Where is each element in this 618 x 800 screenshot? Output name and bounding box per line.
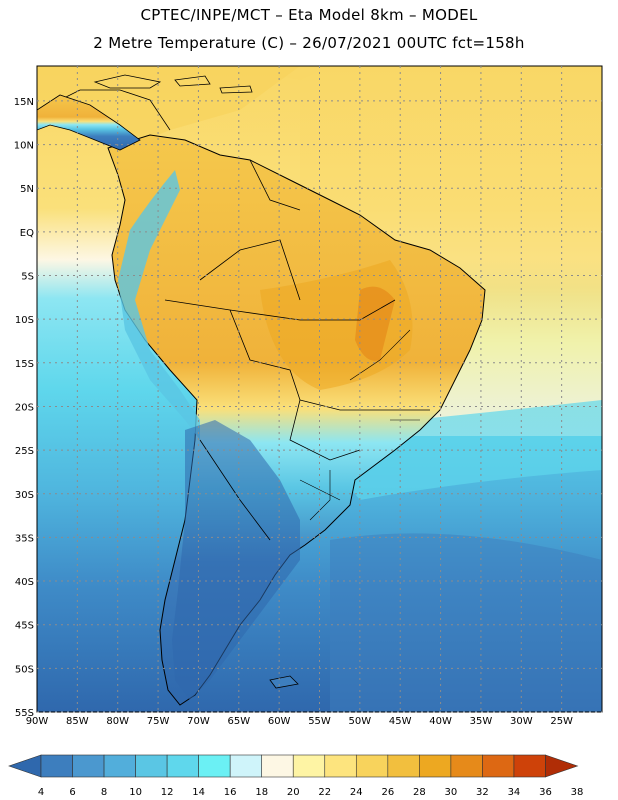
latitude-label: 5S xyxy=(21,272,34,283)
latitude-label: 50S xyxy=(15,664,34,675)
latitude-label: 25S xyxy=(15,446,34,457)
latitude-label: 40S xyxy=(15,577,34,588)
latitude-label: 30S xyxy=(15,490,34,501)
colorbar-swatch xyxy=(387,754,420,778)
latitude-label: 10S xyxy=(15,315,34,326)
latitude-label: 5N xyxy=(20,184,34,195)
colorbar-swatch xyxy=(450,754,483,778)
colorbar-label: 12 xyxy=(161,787,174,798)
map-title: CPTEC/INPE/MCT – Eta Model 8km – MODEL xyxy=(140,6,478,24)
colorbar-label: 32 xyxy=(476,787,489,798)
longitude-label: 85W xyxy=(66,716,89,727)
colorbar-min-arrow xyxy=(8,754,42,778)
longitude-label: 55W xyxy=(308,716,331,727)
colorbar-swatch xyxy=(198,754,231,778)
colorbar-label: 6 xyxy=(69,787,75,798)
longitude-label: 65W xyxy=(227,716,250,727)
colorbar-label: 28 xyxy=(413,787,426,798)
longitude-label: 90W xyxy=(26,716,49,727)
colorbar-swatch xyxy=(103,754,136,778)
longitude-label: 80W xyxy=(106,716,129,727)
colorbar-label: 38 xyxy=(571,787,584,798)
map-subtitle: 2 Metre Temperature (C) – 26/07/2021 00U… xyxy=(93,34,525,52)
colorbar-label: 22 xyxy=(318,787,331,798)
colorbar-label: 30 xyxy=(445,787,458,798)
latitude-label: 10N xyxy=(14,141,34,152)
longitude-label: 40W xyxy=(429,716,452,727)
colorbar-label: 20 xyxy=(287,787,300,798)
colorbar-label: 36 xyxy=(539,787,552,798)
colorbar-label: 18 xyxy=(255,787,268,798)
latitude-labels: 15N 10N 5N EQ 5S 10S 15S 20S 25S 30S 35S 40S 45S 50S 5… xyxy=(14,97,34,719)
latitude-label: 20S xyxy=(15,402,34,413)
colorbar-swatch xyxy=(166,754,199,778)
colorbar-swatch xyxy=(482,754,515,778)
colorbar-label: 26 xyxy=(381,787,394,798)
longitude-label: 30W xyxy=(510,716,533,727)
longitude-label: 75W xyxy=(147,716,170,727)
longitude-labels: 90W 85W 80W 75W 70W 65W 60W 55W 50W 45W 40W 35W 30W 2… xyxy=(26,716,573,727)
colorbar-label: 8 xyxy=(101,787,107,798)
longitude-label: 45W xyxy=(389,716,412,727)
colorbar-label: 34 xyxy=(508,787,521,798)
colorbar-swatch xyxy=(324,754,357,778)
colorbar-label: 14 xyxy=(192,787,205,798)
colorbar-label: 10 xyxy=(129,787,142,798)
colorbar-swatch xyxy=(261,754,294,778)
colorbar-swatch xyxy=(40,754,73,778)
colorbar-label: 16 xyxy=(224,787,237,798)
longitude-label: 25W xyxy=(550,716,573,727)
map-field xyxy=(37,66,602,712)
latitude-label: 15S xyxy=(15,359,34,370)
colorbar-swatch xyxy=(513,754,546,778)
colorbar-label: 24 xyxy=(350,787,363,798)
colorbar-swatch xyxy=(135,754,168,778)
colorbar-swatch xyxy=(419,754,452,778)
colorbar-swatch xyxy=(292,754,326,778)
colorbar-max-arrow xyxy=(545,754,579,778)
colorbar xyxy=(8,754,579,778)
colorbar-labels: 4 6 8 10 12 14 16 18 20 22 24 26 28 30 32 34 36 38 xyxy=(38,787,584,798)
longitude-label: 35W xyxy=(470,716,493,727)
colorbar-swatch xyxy=(229,754,263,778)
latitude-label: 35S xyxy=(15,533,34,544)
colorbar-swatch xyxy=(72,754,105,778)
colorbar-label: 4 xyxy=(38,787,44,798)
latitude-label: 15N xyxy=(14,97,34,108)
longitude-label: 60W xyxy=(268,716,291,727)
lat-lon-grid xyxy=(37,66,602,713)
latitude-label: EQ xyxy=(20,228,34,239)
latitude-label: 45S xyxy=(15,621,34,632)
longitude-label: 50W xyxy=(349,716,372,727)
latitude-label: 55S xyxy=(15,708,34,719)
colorbar-swatch xyxy=(355,754,389,778)
longitude-label: 70W xyxy=(187,716,210,727)
